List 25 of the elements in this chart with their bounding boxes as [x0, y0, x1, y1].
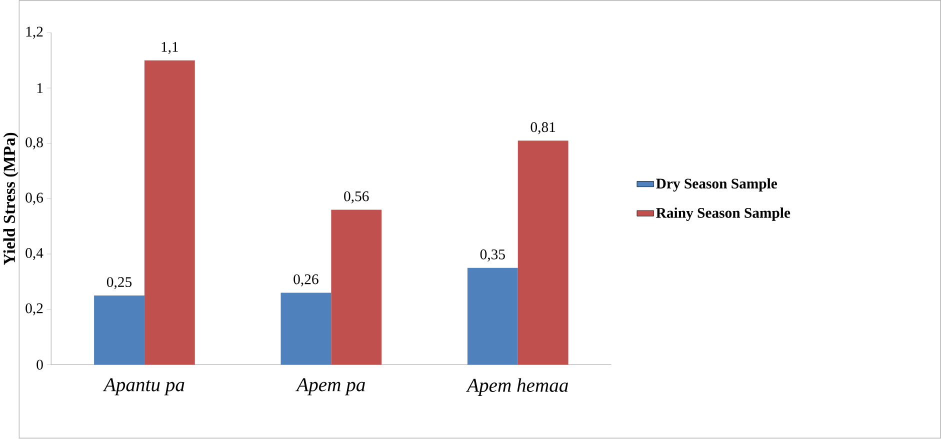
- legend-label: Rainy Season Sample: [656, 208, 790, 222]
- y-tick-label: 1,2: [26, 26, 43, 39]
- legend-label: Dry Season Sample: [656, 178, 778, 192]
- bar: [144, 60, 195, 365]
- bar: [280, 292, 332, 365]
- y-tick-label: 0,8: [26, 138, 43, 150]
- data-label: 0,56: [344, 192, 369, 204]
- y-axis-title: Yield Stress (MPa): [3, 133, 18, 266]
- y-tick-label: 0,2: [26, 304, 43, 316]
- y-tick-label: 0,4: [26, 248, 44, 260]
- x-tick-label: Apantu pa: [102, 378, 184, 396]
- x-tick-label: Apem pa: [296, 378, 365, 396]
- y-tick-label: 0,6: [26, 192, 44, 205]
- bar: [331, 210, 382, 365]
- bar: [518, 140, 568, 365]
- data-label: 1,1: [162, 42, 178, 54]
- y-tick-label: 0: [36, 360, 43, 370]
- data-label: 0,81: [530, 122, 556, 134]
- data-label: 0,26: [294, 274, 318, 287]
- y-tick-label: 1: [37, 83, 43, 94]
- data-label: 0,25: [106, 277, 132, 290]
- data-label: 0,35: [480, 250, 505, 262]
- bar: [467, 268, 518, 365]
- bar: [94, 296, 144, 365]
- x-tick-label: Apem hemaa: [466, 378, 568, 396]
